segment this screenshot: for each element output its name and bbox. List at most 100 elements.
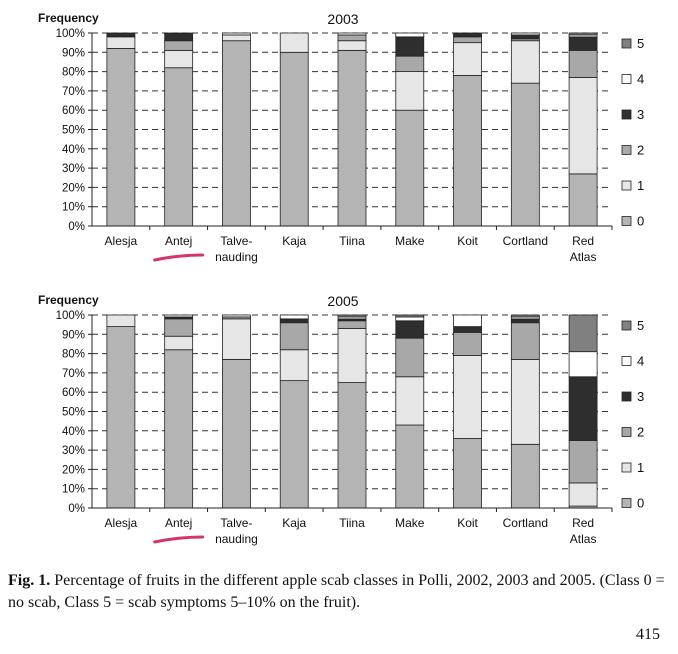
- x-tick-label-line: Atlas: [570, 532, 597, 546]
- bar-segment-class-0: [279, 380, 309, 509]
- bar-segment-class-3: [106, 32, 136, 38]
- x-tick-label: Koit: [457, 516, 478, 530]
- bar-segment-class-4: [279, 314, 309, 320]
- bar-segment-class-4: [222, 314, 251, 318]
- x-tick-label-line: Antej: [165, 234, 192, 248]
- legend-label-class-1: 1: [637, 460, 644, 475]
- legend-swatch-class-1: [621, 462, 632, 473]
- legend-swatch-class-4: [621, 356, 632, 366]
- bar-segment-class-1: [222, 34, 251, 42]
- bar-segment-class-1: [164, 335, 194, 351]
- x-tick-label-line: Make: [395, 234, 425, 248]
- bar-segment-class-3: [164, 32, 194, 42]
- legend-swatch-class-3: [621, 109, 632, 120]
- x-tick-label: Kaja: [282, 234, 306, 248]
- bar-segment-class-3: [395, 36, 425, 57]
- bar-segment-class-5: [337, 314, 367, 318]
- y-tick-label: 10%: [62, 484, 85, 496]
- x-tick-label-line: Koit: [457, 234, 478, 248]
- y-tick-label: 40%: [62, 426, 85, 438]
- legend-label-class-2: 2: [637, 425, 644, 440]
- bar-segment-class-2: [568, 440, 598, 484]
- y-tick-label: 100%: [56, 28, 85, 40]
- bar-segment-class-2: [510, 322, 540, 360]
- bar-segment-class-3: [510, 318, 540, 324]
- x-tick-label: Alesja: [105, 516, 138, 530]
- legend-swatch-class-3: [621, 391, 632, 402]
- legend-label-class-1: 1: [637, 178, 644, 193]
- x-tick-label-line: Make: [395, 516, 425, 530]
- legend-label-class-5: 5: [637, 36, 644, 51]
- bar-segment-class-0: [453, 438, 482, 509]
- legend-swatch-class-0: [621, 216, 632, 226]
- x-tick-label-line: Red: [572, 516, 594, 530]
- bar-segment-class-1: [568, 482, 598, 507]
- y-tick-label: 30%: [62, 163, 85, 175]
- legend-label-class-4: 4: [637, 72, 644, 87]
- x-tick-label: Red Atlas: [570, 516, 597, 546]
- legend-swatch-class-2: [621, 427, 632, 437]
- bar-segment-class-3: [453, 32, 482, 38]
- bar-segment-class-4: [337, 32, 367, 36]
- page-number: 415: [636, 626, 660, 643]
- bar-segment-class-3: [395, 320, 425, 339]
- legend-label-class-2: 2: [637, 143, 644, 158]
- x-tick-label-line: Talve-: [220, 516, 252, 530]
- bar-segment-class-1: [279, 349, 309, 382]
- x-tick-label: Tiina: [339, 516, 365, 530]
- x-tick-label-line: Koit: [457, 516, 478, 530]
- y-tick-label: 50%: [62, 407, 85, 419]
- bar-segment-class-3: [568, 36, 598, 51]
- x-tick-label-line: Talve-: [220, 234, 252, 248]
- y-tick-label: 100%: [56, 310, 85, 322]
- highlight-underline: [153, 535, 205, 544]
- bar-segment-class-2: [395, 337, 425, 378]
- bar-segment-class-3: [568, 376, 598, 441]
- bar-segment-class-1: [337, 328, 367, 383]
- caption-text: Percentage of fruits in the different ap…: [8, 572, 665, 611]
- x-tick-label: Make: [395, 516, 425, 530]
- bar-segment-class-1: [164, 49, 194, 69]
- bar-segment-class-4: [395, 316, 425, 322]
- x-tick-label: Talve-nauding: [215, 234, 258, 264]
- bar-segment-class-1: [453, 42, 482, 76]
- x-tick-label-line: Antej: [165, 516, 192, 530]
- legend-swatch-class-2: [621, 145, 632, 155]
- legend-label-class-0: 0: [637, 214, 644, 229]
- x-tick-label: Make: [395, 234, 425, 248]
- bar-segment-class-0: [222, 358, 251, 509]
- bar-segment-class-1: [510, 358, 540, 445]
- x-tick-label-line: Cortland: [503, 516, 548, 530]
- bar-segment-class-0: [395, 424, 425, 509]
- x-tick-label: Tiina: [339, 234, 365, 248]
- y-tick-label: 20%: [62, 464, 85, 476]
- bar-segment-class-4: [222, 32, 251, 36]
- bar-segment-class-0: [279, 51, 309, 227]
- y-tick-label: 50%: [62, 125, 85, 137]
- bar-segment-class-0: [453, 75, 482, 227]
- bar-segment-class-0: [106, 48, 136, 227]
- bar-segment-class-5: [510, 314, 540, 318]
- bar-segment-class-2: [395, 55, 425, 72]
- bar-segment-class-1: [395, 71, 425, 111]
- bar-segment-class-0: [337, 49, 367, 227]
- y-tick-label: 0%: [68, 503, 85, 515]
- x-tick-label-line: Kaja: [282, 516, 306, 530]
- x-tick-label-line: Kaja: [282, 234, 306, 248]
- bar-segment-class-1: [395, 376, 425, 426]
- x-tick-label: Cortland: [503, 234, 548, 248]
- x-tick-label: Koit: [457, 234, 478, 248]
- bar-segment-class-2: [164, 318, 194, 337]
- y-tick-label: 70%: [62, 86, 85, 98]
- x-tick-label-line: Alesja: [105, 516, 138, 530]
- y-tick-label: 60%: [62, 105, 85, 117]
- legend-label-class-3: 3: [637, 389, 644, 404]
- bar-segment-class-4: [568, 351, 598, 378]
- chart-2003: Frequency 2003 0% 10% 20% 30% 40% 50% 60% 70% 80% 9…: [38, 11, 644, 264]
- bar-segment-class-2: [279, 322, 309, 351]
- bar-segment-class-5: [395, 314, 425, 318]
- bar-segment-class-0: [164, 349, 194, 509]
- bar-segment-class-4: [453, 314, 482, 327]
- bar-segment-class-1: [510, 40, 540, 84]
- legend-swatch-class-0: [621, 498, 632, 508]
